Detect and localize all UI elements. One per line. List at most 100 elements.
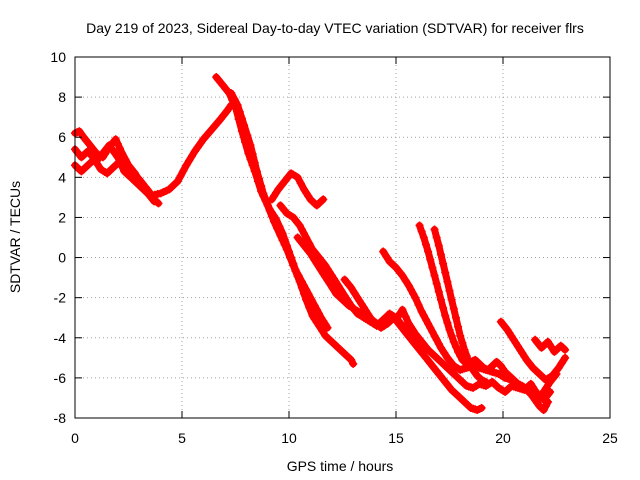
y-tick-label: 10 <box>50 49 66 65</box>
data-point <box>347 283 356 292</box>
data-point <box>250 158 259 167</box>
data-point <box>454 322 463 331</box>
data-point <box>426 323 435 332</box>
series-trace-d <box>212 73 358 368</box>
data-point <box>432 233 441 242</box>
y-tick-label: 8 <box>58 89 66 105</box>
data-point <box>285 247 293 256</box>
data-point <box>334 281 343 290</box>
data-point <box>481 377 490 386</box>
data-point <box>240 121 249 130</box>
x-tick-label: 0 <box>71 430 79 446</box>
data-point <box>382 313 391 322</box>
data-point <box>337 286 346 295</box>
data-point <box>430 271 439 280</box>
data-point <box>404 281 413 290</box>
data-point <box>115 157 124 166</box>
data-point <box>295 221 304 230</box>
data-point <box>282 241 291 250</box>
data-point <box>417 307 426 316</box>
data-point <box>414 300 423 309</box>
x-tick-label: 10 <box>281 430 297 446</box>
axis-ticks: 0 5 10 15 20 25 -8 -6 -4 -2 0 2 4 6 8 10 <box>50 49 618 446</box>
data-point <box>445 286 454 295</box>
series-trace-l <box>430 225 490 386</box>
data-point <box>421 315 430 324</box>
data-point <box>440 348 449 357</box>
data-point <box>105 143 114 152</box>
data-point <box>432 279 441 288</box>
data-point <box>93 160 102 169</box>
data-point <box>401 276 410 285</box>
data-point <box>237 114 246 123</box>
data-point <box>119 162 128 171</box>
data-point <box>82 137 91 146</box>
data-point <box>462 351 471 360</box>
data-point <box>154 199 163 208</box>
series-trace <box>212 73 357 368</box>
data-point <box>561 353 570 362</box>
data-point <box>218 81 227 90</box>
data-point <box>415 345 424 354</box>
data-point <box>451 342 460 351</box>
data-point <box>221 85 230 94</box>
data-point <box>417 227 426 236</box>
y-tick-label: 6 <box>58 129 66 145</box>
data-point <box>293 233 302 242</box>
x-tick-label: 25 <box>602 430 618 446</box>
data-point <box>458 338 467 347</box>
data-point <box>441 268 450 277</box>
data-point <box>421 240 430 249</box>
data-point <box>350 288 359 297</box>
data-point <box>419 233 428 242</box>
data-point <box>409 289 418 298</box>
x-tick-label: 15 <box>388 430 404 446</box>
data-point <box>312 259 321 268</box>
series-trace-k <box>415 221 552 414</box>
data-point <box>319 195 328 204</box>
data-point <box>302 285 311 294</box>
data-point <box>424 247 433 256</box>
data-point <box>543 337 552 346</box>
data-point <box>428 263 437 272</box>
data-point <box>430 331 439 340</box>
data-point <box>379 317 388 326</box>
data-point <box>464 357 473 366</box>
data-point <box>411 293 420 302</box>
data-point <box>439 303 448 312</box>
y-tick-label: 4 <box>58 169 66 185</box>
plot-frame <box>74 56 611 419</box>
data-point <box>328 284 337 293</box>
x-axis-label: GPS time / hours <box>287 458 394 474</box>
data-point <box>369 317 378 326</box>
grid-lines <box>75 57 610 418</box>
data-point <box>294 271 303 280</box>
data-point <box>434 339 443 348</box>
data-point <box>428 327 437 336</box>
data-point <box>447 331 456 340</box>
y-tick-label: -6 <box>54 370 67 386</box>
data-point <box>299 229 308 238</box>
data-point <box>454 347 463 356</box>
data-point <box>543 397 552 406</box>
data-point <box>382 252 391 261</box>
data-series <box>71 73 570 414</box>
data-point <box>272 215 281 224</box>
series-trace <box>294 234 486 414</box>
data-point <box>110 149 119 158</box>
data-point <box>426 255 435 264</box>
data-point <box>406 285 415 294</box>
series-trace-c <box>71 155 163 208</box>
data-point <box>441 311 450 320</box>
data-point <box>227 89 236 98</box>
data-point <box>255 174 264 183</box>
data-point <box>318 326 327 335</box>
data-point <box>460 345 469 354</box>
data-point <box>449 337 458 346</box>
data-point <box>193 143 202 152</box>
series-trace <box>71 155 162 207</box>
data-point <box>398 305 407 314</box>
data-point <box>280 235 289 244</box>
data-point <box>304 289 313 298</box>
